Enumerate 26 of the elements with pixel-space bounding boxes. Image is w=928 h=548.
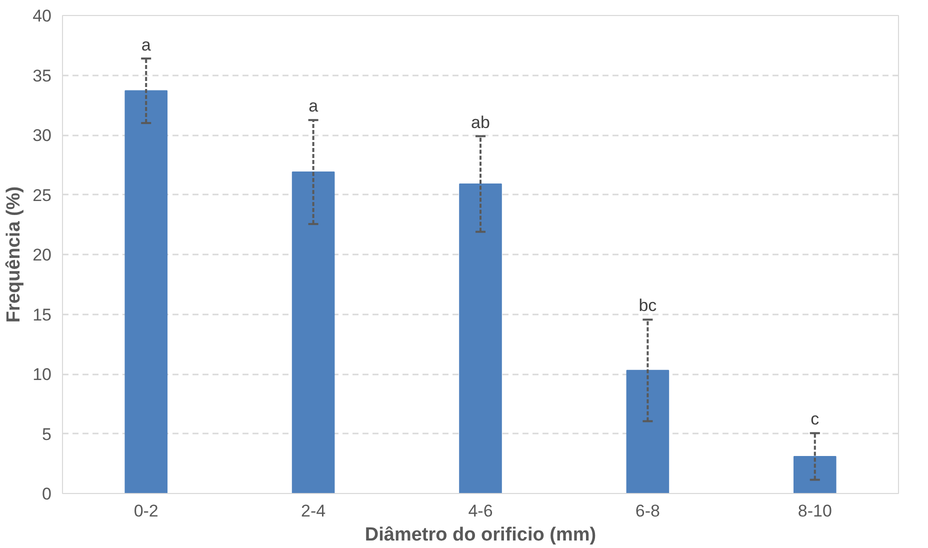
y-tick-label: 40 (32, 6, 52, 26)
bar (794, 456, 836, 494)
x-tick-label: 8-10 (798, 502, 832, 520)
y-tick-label: 5 (42, 424, 52, 444)
y-axis-title: Frequência (%) (4, 186, 25, 323)
x-tick-label: 2-4 (301, 502, 326, 520)
y-tick-label: 10 (32, 365, 52, 384)
y-tick-label: 0 (42, 484, 52, 504)
y-tick-label: 20 (32, 246, 52, 264)
y-tick-label: 25 (32, 186, 52, 205)
y-tick-label: 15 (32, 305, 52, 324)
x-tick-label: 6-8 (635, 502, 660, 520)
y-tick-label: 30 (32, 126, 52, 145)
x-tick-label: 4-6 (468, 502, 493, 520)
annotation: c (810, 410, 820, 429)
annotation: a (308, 96, 319, 116)
bar (626, 370, 670, 494)
bar (124, 90, 168, 494)
y-tick-label: 35 (32, 66, 52, 86)
bar (459, 183, 502, 494)
annotation: a (141, 36, 152, 55)
annotation: ab (471, 113, 490, 132)
x-axis-title: Diâmetro do orificio (mm) (364, 524, 596, 546)
x-tick-label: 0-2 (134, 502, 158, 520)
annotation: bc (638, 296, 658, 316)
bar (292, 172, 335, 494)
